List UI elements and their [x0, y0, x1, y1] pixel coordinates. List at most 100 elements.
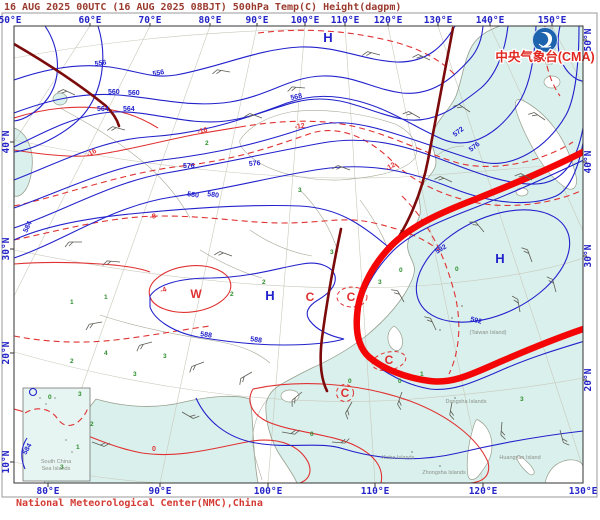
cma-logo: 中央气象台(CMA) [494, 27, 596, 65]
height-label: 560 [128, 90, 140, 97]
top-axis-label: 100°E [291, 15, 320, 26]
inset-change-value: 1 [76, 444, 80, 451]
change-value: 2 [205, 140, 209, 147]
right-axis-label: 40°N [583, 150, 594, 173]
small-islands [411, 305, 463, 467]
height-contour [14, 142, 583, 259]
change-value: 0 [348, 378, 352, 385]
credit-text: National Meteorological Center(NMC),Chin… [16, 497, 263, 509]
change-value: 0 [398, 378, 402, 385]
height-label: 588 [200, 331, 213, 340]
change-value: 0 [455, 266, 459, 273]
graticule-line [14, 26, 91, 143]
graticule-line [387, 26, 484, 483]
cold-letter: C [347, 290, 356, 304]
inset-change-value: 0 [48, 394, 52, 401]
inset-map: 584 3 0 1 3 South China Sea Islands [21, 387, 91, 482]
592-contour [415, 209, 571, 323]
temp-contour [252, 383, 490, 483]
island-dot [454, 397, 456, 399]
height-contour [14, 127, 583, 229]
temp-cold-circle [336, 286, 368, 308]
height-contour [14, 26, 104, 153]
graticule-line [437, 26, 583, 469]
trough-lines [14, 26, 455, 393]
island-dot [71, 451, 73, 453]
axis-labels: 50°E 60°E 70°E 80°E 90°E 100°E 110°E 120… [0, 15, 598, 497]
cold-letter: C [306, 290, 315, 304]
high-letter: H [265, 288, 274, 303]
height-label: 564 [97, 106, 109, 113]
change-value: 1 [420, 371, 424, 378]
cma-logo-text: 中央气象台(CMA) [495, 49, 594, 64]
inset-title: South China [41, 459, 72, 465]
height-label: 576 [249, 160, 261, 168]
bottom-axis-label: 100°E [254, 486, 283, 497]
kyushu-island [515, 187, 529, 197]
chart-title: 16 AUG 2025 00UTC (16 AUG 2025 08BJT) 50… [4, 1, 401, 13]
top-axis-label: 120°E [374, 15, 403, 26]
bottom-axis-label: 120°E [469, 486, 498, 497]
height-contour [14, 26, 537, 181]
island-label: Xisha Islands [382, 455, 415, 461]
left-axis-label: 20°N [1, 341, 12, 364]
temp-contour [543, 26, 561, 97]
change-value: 3 [330, 249, 334, 256]
pressure-letters: H H H W C C C C [190, 30, 504, 400]
temp-label: -12 [385, 162, 397, 173]
height-label: 564 [123, 106, 135, 113]
china-coastline [265, 26, 501, 483]
change-value: 2 [70, 358, 74, 365]
aral-coastline [52, 92, 68, 106]
height-label: 588 [250, 336, 263, 345]
temp-contour [249, 388, 383, 483]
outer-border [1, 12, 598, 498]
temp-closed-low [148, 265, 232, 313]
right-ticks [583, 39, 587, 381]
bay-of-bengal [44, 396, 258, 483]
island-dot [439, 465, 441, 467]
indochina-border [252, 397, 269, 481]
warm-letter: W [190, 287, 202, 301]
change-value: 3 [163, 353, 167, 360]
caspian-coastline [14, 127, 33, 197]
map-frame [13, 25, 584, 484]
island-label: Huangyan Island [499, 455, 540, 461]
island-dot [451, 317, 453, 319]
hainan-island [280, 389, 300, 403]
height-label: 556 [152, 69, 165, 78]
left-ticks [10, 141, 14, 463]
inset-change-value: 3 [60, 464, 64, 471]
temp-cold-circle [371, 351, 407, 371]
trough-line [14, 42, 121, 128]
korea-border [435, 145, 465, 157]
palawan-island [516, 455, 535, 476]
height-label: 568 [290, 93, 303, 102]
cold-letter: C [341, 386, 350, 400]
change-value: 1 [70, 299, 74, 306]
change-value: 2 [90, 421, 94, 428]
graticule-line [14, 28, 306, 59]
cma-logo-icon [532, 27, 558, 53]
temp-contour [14, 261, 151, 273]
temp-label: -12 [294, 123, 305, 131]
inset-frame [22, 387, 91, 482]
temp-label: -16 [197, 127, 209, 136]
island-dot [45, 403, 47, 405]
top-axis-label: 140°E [476, 15, 505, 26]
change-value: 3 [133, 371, 137, 378]
height-contour [14, 204, 393, 251]
graticule-line [14, 26, 151, 297]
bottom-axis-label: 130°E [569, 486, 598, 497]
temp-cold-circle [336, 384, 354, 402]
island-dot [411, 451, 413, 453]
top-axis-label: 80°E [199, 15, 222, 26]
inset-height-contour [21, 437, 28, 470]
height-label: 584 [22, 220, 33, 234]
height-contour [14, 26, 580, 209]
left-axis-label: 30°N [1, 237, 12, 260]
island-dot [54, 397, 56, 399]
height-contour [195, 397, 583, 460]
height-label: 556 [94, 59, 107, 68]
